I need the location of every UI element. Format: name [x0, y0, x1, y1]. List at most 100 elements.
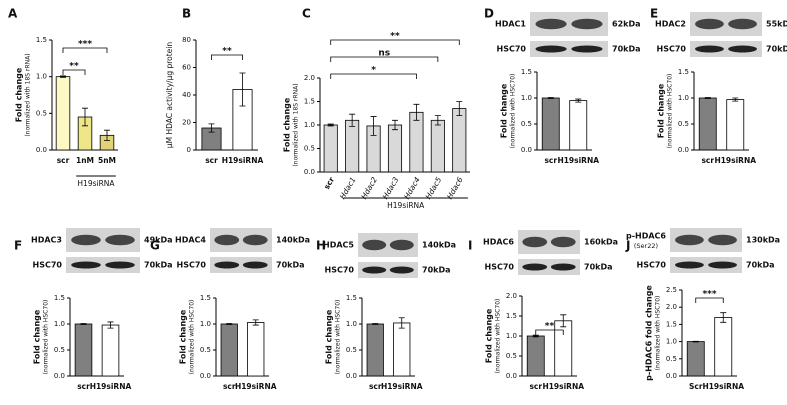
- y-tick-label: 1.0: [346, 320, 357, 328]
- blot-band: [708, 261, 737, 269]
- error-bar: [226, 323, 233, 325]
- y-axis-subtitle: (normalized with HSC70): [43, 300, 50, 375]
- blot-target-kda: 140kDa: [422, 241, 456, 250]
- blot-band: [695, 45, 724, 53]
- blot-band: [675, 234, 704, 246]
- y-tick-label: 2.5: [666, 286, 677, 294]
- error-bar: [208, 123, 215, 133]
- blot-control-kda: 70kDa: [144, 261, 173, 270]
- y-axis-subtitle: (normalized with HSC70): [510, 74, 517, 149]
- blot-band: [535, 45, 567, 53]
- blot-band: [550, 236, 576, 248]
- blot-control-kda: 70kDa: [584, 263, 613, 272]
- x-tick-label: scr: [701, 156, 714, 165]
- y-tick-label: 1.0: [54, 320, 65, 328]
- bar: [569, 100, 588, 151]
- blot-target-note: (Ser22): [634, 242, 658, 250]
- blot-strip: [670, 257, 742, 273]
- group-label: H19siRNA: [77, 179, 115, 188]
- blot-band: [389, 266, 414, 274]
- y-axis-title: Fold change: [325, 309, 334, 364]
- y-tick-label: 1.0: [678, 94, 689, 102]
- error-bar: [434, 115, 441, 126]
- y-tick-label: 0.0: [36, 146, 47, 154]
- panel-letter: I: [468, 239, 472, 253]
- bar: [387, 124, 403, 173]
- y-tick-label: 0.0: [666, 372, 677, 380]
- significance-label: *: [371, 66, 376, 76]
- y-tick-label: 20: [182, 119, 191, 127]
- y-tick-label: 1.0: [36, 73, 47, 81]
- blot-band: [105, 261, 135, 269]
- y-axis-subtitle: (normalized with HSC70): [655, 296, 662, 371]
- y-tick-label: 0.5: [346, 346, 357, 354]
- blot-target-kda: 49kDa: [144, 236, 173, 245]
- error-bar: [82, 107, 88, 127]
- panel-letter: H: [316, 239, 326, 253]
- error-bar: [327, 123, 334, 127]
- significance-label: **: [390, 32, 400, 42]
- blot-band: [242, 261, 268, 269]
- blot-band: [571, 45, 603, 53]
- error-bar: [372, 323, 379, 325]
- y-tick-label: 1.5: [678, 68, 689, 76]
- blot-strip: [530, 41, 608, 57]
- blot-target-label: HDAC2: [655, 20, 686, 29]
- significance-label: **: [545, 322, 555, 332]
- y-tick-label: 0.0: [506, 372, 517, 380]
- y-axis-title: Fold change: [500, 83, 509, 138]
- bar: [345, 119, 360, 173]
- y-tick-label: 1.0: [304, 121, 315, 129]
- significance-label: **: [69, 62, 79, 72]
- error-bar: [398, 317, 405, 329]
- x-tick-label: 5nM: [98, 156, 116, 165]
- blot-target-kda: 55kDa: [766, 20, 787, 29]
- x-tick-label: scr: [57, 156, 70, 165]
- y-tick-label: 0.5: [666, 355, 677, 363]
- x-tick-label: scr: [205, 156, 218, 165]
- panel-letter: B: [182, 7, 191, 21]
- y-tick-label: 1.0: [666, 338, 677, 346]
- error-bar: [732, 97, 739, 102]
- x-tick-label: Hdac1: [338, 176, 358, 201]
- y-tick-label: 1.5: [506, 312, 517, 320]
- y-tick-label: 0.0: [54, 372, 65, 380]
- x-tick-label: scr: [529, 382, 542, 391]
- x-tick-label: Hdac3: [381, 175, 401, 200]
- blot-strip: [358, 262, 418, 278]
- blot-control-kda: 70kDa: [422, 266, 451, 275]
- x-tick-label: scr: [544, 156, 557, 165]
- blot-target-label: HDAC3: [31, 236, 62, 245]
- blot-band: [242, 234, 268, 246]
- blot-control-label: HSC70: [33, 261, 63, 270]
- significance-label: ***: [702, 290, 716, 300]
- y-axis-title: µM HDAC activity/µg protein: [165, 42, 174, 149]
- blot-control-label: HSC70: [657, 45, 687, 54]
- x-tick-label: Hdac6: [445, 175, 465, 200]
- x-tick-label: Scr: [689, 382, 703, 391]
- blot-band: [571, 18, 603, 30]
- blot-band: [214, 261, 240, 269]
- error-bar: [392, 119, 398, 131]
- error-bar: [370, 116, 377, 136]
- y-tick-label: 1.5: [54, 294, 65, 302]
- blot-target-label: HDAC1: [495, 20, 526, 29]
- y-tick-label: 40: [182, 91, 191, 99]
- group-label: H19siRNA: [387, 201, 425, 210]
- bar: [393, 322, 411, 377]
- bar: [541, 97, 560, 151]
- blot-control-kda: 70kDa: [612, 45, 641, 54]
- y-axis-title: Fold change: [179, 309, 188, 364]
- bar: [554, 320, 573, 377]
- bar: [74, 323, 93, 377]
- significance-bracket: [695, 297, 724, 303]
- blot-band: [71, 234, 101, 246]
- bar: [247, 322, 265, 377]
- blot-target-label: p-HDAC6: [626, 232, 666, 241]
- significance-bracket: [211, 54, 243, 60]
- blot-band: [105, 234, 135, 246]
- x-tick-label: H19siRNA: [557, 156, 599, 165]
- y-tick-label: 0.0: [304, 168, 315, 176]
- x-tick-label: H19siRNA: [714, 156, 756, 165]
